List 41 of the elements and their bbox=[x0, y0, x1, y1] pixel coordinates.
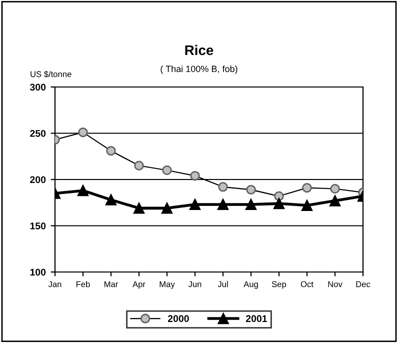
point bbox=[190, 170, 200, 181]
point bbox=[302, 182, 312, 193]
x-tick-label: Nov bbox=[328, 281, 342, 288]
point bbox=[162, 165, 172, 176]
y-tick-label: 100 bbox=[30, 268, 46, 276]
point bbox=[330, 184, 340, 194]
x-tick-label: Aug bbox=[244, 281, 258, 289]
point bbox=[189, 198, 201, 210]
point bbox=[245, 198, 257, 210]
x-tick-label: Mar bbox=[104, 281, 118, 288]
point bbox=[105, 194, 117, 206]
x-tick-label: Sep bbox=[272, 281, 286, 289]
x-tick-label: Dec bbox=[356, 281, 370, 288]
x-tick-label: Jul bbox=[218, 281, 228, 288]
legend-label: 2001 bbox=[246, 315, 268, 322]
point bbox=[329, 195, 341, 206]
point bbox=[301, 200, 313, 211]
y-tick-label: 200 bbox=[30, 176, 46, 184]
x-tick-label: Feb bbox=[76, 281, 90, 288]
point bbox=[134, 160, 144, 170]
y-tick-label: 300 bbox=[30, 84, 46, 91]
point bbox=[106, 146, 116, 156]
x-tick-label: Jun bbox=[188, 281, 202, 288]
chart-title: Rice bbox=[185, 44, 214, 56]
point bbox=[246, 184, 256, 195]
y-tick-label: 150 bbox=[30, 222, 46, 230]
point bbox=[218, 182, 228, 192]
point bbox=[217, 198, 229, 210]
point bbox=[78, 127, 88, 138]
x-tick-label: Oct bbox=[300, 281, 314, 288]
x-tick-label: Apr bbox=[132, 281, 146, 289]
point bbox=[161, 202, 173, 214]
x-tick-label: May bbox=[160, 281, 175, 289]
chart-subtitle: ( Thai 100% B, fob) bbox=[160, 65, 238, 74]
point bbox=[77, 185, 89, 196]
y-axis-title: US $/tonne bbox=[30, 70, 72, 78]
point bbox=[273, 198, 285, 210]
legend-label: 2000 bbox=[168, 315, 189, 322]
point bbox=[133, 202, 145, 214]
x-tick-label: Jan bbox=[48, 281, 62, 288]
y-tick-label: 250 bbox=[30, 130, 46, 137]
